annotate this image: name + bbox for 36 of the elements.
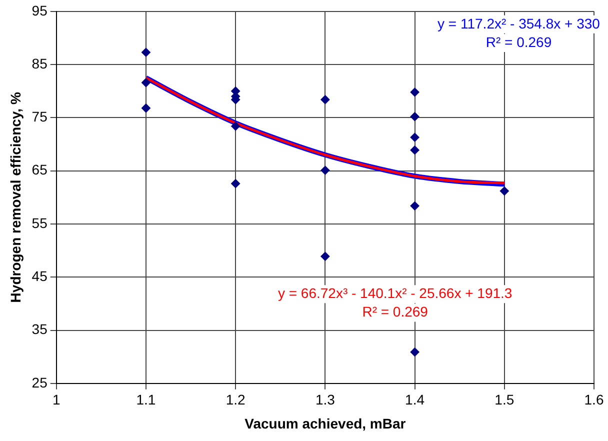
point	[410, 201, 420, 210]
annotation: R² = 0.269	[362, 304, 428, 320]
point	[410, 132, 420, 142]
point	[410, 88, 420, 97]
y-axis-title: Hydrogen removal efficiency, %	[7, 92, 24, 303]
point	[141, 78, 150, 88]
x-tick-label: 1	[52, 392, 60, 408]
y-tick-label: 35	[32, 321, 48, 338]
x-tick-label: 1.3	[315, 392, 336, 408]
annotation: y = 117.2x² - 354.8x + 330	[438, 15, 600, 32]
annotation: y = 66.72x³ - 140.1x² - 25.66x + 191.3	[278, 284, 512, 301]
x-tick-label: 1.2	[226, 392, 246, 408]
y-tick-label: 65	[32, 162, 48, 178]
y-tick-label: 75	[32, 108, 48, 125]
x-axis-title: Vacuum achieved, mBar	[244, 415, 406, 432]
point	[500, 186, 509, 196]
x-tick-label: 1.6	[584, 392, 604, 408]
point	[320, 166, 330, 175]
point	[141, 48, 150, 57]
point	[231, 179, 240, 188]
annotation: R² = 0.269	[486, 34, 552, 50]
y-tick-label: 25	[32, 374, 48, 390]
y-tick-label: 45	[32, 268, 48, 284]
point	[410, 112, 420, 122]
y-tick-label: 85	[32, 55, 48, 72]
point	[231, 122, 240, 131]
point	[410, 348, 420, 357]
y-tick-label: 95	[32, 2, 48, 18]
x-tick-label: 1.1	[136, 392, 156, 408]
point	[410, 146, 420, 155]
point	[320, 252, 330, 261]
y-tick-label: 55	[32, 214, 48, 231]
point	[141, 104, 150, 113]
x-tick-label: 1.4	[405, 392, 425, 408]
point	[320, 95, 330, 104]
x-tick-label: 1.5	[494, 392, 514, 408]
